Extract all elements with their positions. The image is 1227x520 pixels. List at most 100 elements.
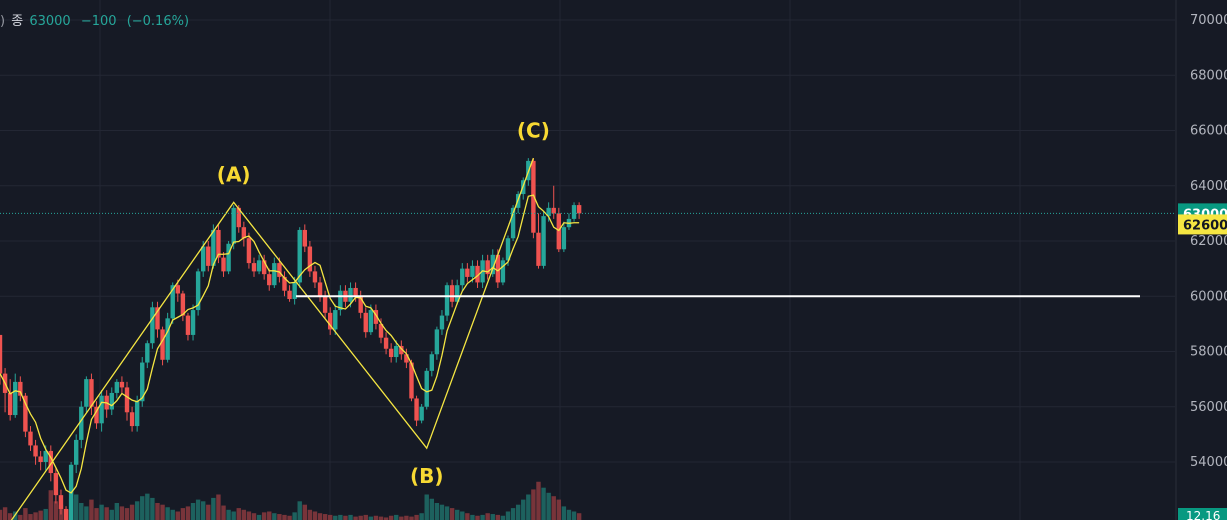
volume-bar: [251, 513, 257, 520]
candle-body: [460, 268, 465, 286]
volume-bar: [43, 508, 48, 520]
candle-body: [129, 412, 135, 427]
candle-body: [358, 296, 363, 313]
candle-body: [373, 310, 379, 324]
volume-bar: [485, 513, 490, 520]
candle-body: [272, 263, 277, 286]
candle-body: [383, 337, 389, 349]
price-tick-label: 66000: [1190, 124, 1227, 139]
volume-bar: [419, 513, 424, 520]
candle-body: [546, 207, 551, 217]
volume-bar: [104, 507, 109, 520]
volume-bar: [460, 511, 465, 520]
volume-bar: [241, 509, 247, 520]
grid: [0, 0, 1175, 520]
candle-body: [140, 362, 145, 402]
candle-body: [414, 398, 419, 421]
volume-bar: [211, 497, 216, 520]
candle-body: [292, 282, 297, 300]
candle-body: [145, 343, 150, 363]
volume-bar: [0, 509, 3, 520]
candle-body: [160, 329, 165, 360]
volume-bar: [576, 513, 582, 520]
volume-bar: [383, 517, 389, 520]
volume-bar: [114, 503, 120, 520]
candle-body: [23, 395, 28, 432]
volume-bar: [424, 494, 429, 520]
volume-bar: [307, 509, 313, 520]
ma-badge: 62600: [1178, 214, 1227, 235]
candle-body: [7, 392, 13, 416]
volume-bar: [231, 511, 236, 520]
wave-label-b: (B): [410, 464, 444, 488]
volume-bar: [526, 494, 531, 520]
candle-body: [363, 312, 368, 333]
candle-body: [221, 257, 226, 272]
candle-body: [89, 379, 94, 407]
header-mark: ): [0, 14, 6, 29]
volume-bar: [561, 506, 567, 520]
candle-body: [124, 387, 130, 413]
volume-bar: [261, 512, 267, 520]
volume-bar: [277, 514, 282, 520]
candle-body: [206, 246, 211, 266]
candle-body: [241, 227, 247, 239]
volume-bar: [94, 508, 99, 520]
volume-bar: [287, 515, 292, 520]
candle-body: [33, 445, 38, 457]
candle-body: [333, 310, 338, 330]
candle-body: [404, 354, 409, 363]
volume-bar: [236, 508, 241, 520]
candle-body: [119, 381, 125, 388]
price-tick-label: 64000: [1190, 179, 1227, 194]
candle-body: [211, 229, 216, 266]
volume-bar: [515, 504, 521, 520]
volume-bar: [429, 498, 434, 520]
wave-label-c: (C): [517, 119, 550, 143]
candle-body: [409, 362, 414, 399]
candle-body: [175, 285, 180, 294]
candle-body: [165, 318, 170, 360]
candle-body: [43, 450, 48, 462]
volume-bar: [439, 504, 445, 520]
volume-bar: [246, 511, 252, 520]
volume-bar: [221, 505, 226, 520]
volume-bar: [470, 514, 475, 520]
candle-body: [0, 334, 3, 374]
moving-average-line: [0, 194, 580, 494]
candle-body: [500, 260, 506, 283]
volume-bar: [317, 513, 323, 520]
volume-bar: [99, 504, 104, 520]
candlesticks: [0, 158, 582, 520]
volume-bar: [134, 501, 140, 520]
candle-body: [256, 260, 262, 272]
price-axis[interactable]: 70000 68000 66000 64000 62000 60000 58000 56000…: [1175, 0, 1227, 520]
volume-bar: [292, 512, 297, 520]
candle-body: [510, 207, 516, 239]
candle-body: [475, 265, 480, 283]
candle-body: [378, 323, 384, 338]
price-tick-label: 60000: [1190, 289, 1227, 304]
volume-bar: [475, 515, 480, 520]
candle-body: [536, 232, 541, 266]
volume-bar: [531, 489, 536, 520]
candle-body: [63, 508, 69, 520]
volume-bar: [79, 503, 84, 520]
volume-bar: [358, 515, 363, 520]
volume-bar: [256, 514, 262, 520]
candle-body: [231, 207, 236, 244]
price-tick-label: 56000: [1190, 400, 1227, 415]
volume-bar: [140, 496, 145, 520]
volume-bar: [129, 504, 135, 520]
volume-bar: [119, 506, 125, 520]
volume-bar: [333, 515, 338, 520]
candle-body: [455, 285, 460, 302]
volume-bar: [84, 506, 89, 520]
candle-body: [94, 406, 99, 424]
volume-bar: [89, 499, 94, 520]
volume-bar: [53, 501, 59, 520]
volume-bar: [195, 499, 201, 520]
candle-body: [155, 307, 160, 330]
